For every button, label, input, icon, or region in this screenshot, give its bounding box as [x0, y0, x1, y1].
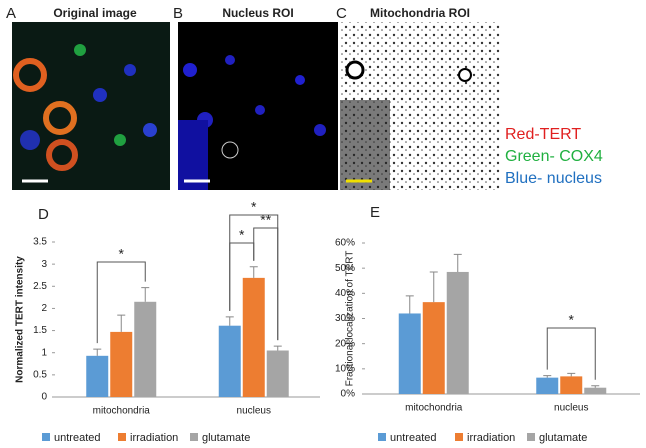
bar — [446, 271, 469, 394]
x-tick-label: mitochondria — [405, 403, 463, 414]
legend-label: irradiation — [130, 432, 178, 444]
error-bar — [405, 295, 414, 314]
legend-label: irradiation — [467, 432, 515, 444]
significance-mark: * — [569, 312, 575, 328]
legend-swatch — [527, 433, 535, 441]
legend-swatch — [118, 433, 126, 441]
significance-mark: ** — [260, 212, 271, 228]
y-tick-label: 0 — [41, 392, 47, 403]
bar — [134, 301, 157, 397]
bar — [110, 331, 133, 397]
error-bar — [591, 385, 600, 388]
bar — [422, 302, 445, 394]
y-tick-label: 30% — [335, 313, 355, 324]
y-tick-label: 0% — [341, 389, 356, 400]
legend-swatch — [455, 433, 463, 441]
stain-label: Red-TERT — [505, 126, 581, 143]
legend-swatch — [378, 433, 386, 441]
y-tick-label: 2.5 — [33, 281, 47, 292]
legend-label: glutamate — [539, 432, 587, 444]
bar — [86, 355, 109, 397]
panel-letter: D — [38, 206, 49, 223]
y-tick-label: 1 — [41, 347, 47, 358]
error-bar — [249, 266, 258, 278]
error-bar — [93, 348, 102, 356]
y-tick-label: 50% — [335, 263, 355, 274]
error-bar — [453, 253, 462, 272]
error-bar — [567, 372, 576, 377]
y-tick-label: 1.5 — [33, 325, 47, 336]
error-bar — [225, 316, 234, 326]
panel-letter: C — [336, 5, 347, 22]
significance-bracket — [546, 327, 596, 380]
y-tick-label: 20% — [335, 338, 355, 349]
x-tick-label: mitochondria — [93, 406, 151, 417]
error-bar — [273, 345, 282, 351]
significance-bracket — [96, 261, 146, 344]
significance-mark: * — [239, 227, 245, 243]
y-axis-label: Normalized TERT intensity — [15, 256, 26, 383]
stain-label: Blue- nucleus — [505, 170, 602, 187]
stain-label: Green- COX4 — [505, 148, 603, 165]
panel-letter: A — [6, 5, 16, 22]
y-tick-label: 0.5 — [33, 369, 47, 380]
micrograph-b — [178, 22, 338, 190]
legend-swatch — [190, 433, 198, 441]
y-tick-label: 10% — [335, 363, 355, 374]
image-caption: Nucleus ROI — [222, 6, 293, 20]
panel-letter: E — [370, 204, 380, 221]
significance-mark: * — [251, 199, 257, 215]
legend-label: untreated — [54, 432, 100, 444]
y-tick-label: 3.5 — [33, 237, 47, 248]
image-caption: Mitochondria ROI — [370, 6, 470, 20]
error-bar — [141, 287, 150, 302]
bar — [398, 313, 421, 394]
bar — [560, 376, 583, 394]
y-tick-label: 3 — [41, 259, 47, 270]
bar — [536, 377, 559, 394]
micrograph-c — [340, 22, 500, 190]
image-caption: Original image — [53, 6, 137, 20]
y-tick-label: 60% — [335, 238, 355, 249]
panel-letter: B — [173, 5, 183, 22]
legend-label: glutamate — [202, 432, 250, 444]
significance-mark: * — [119, 246, 125, 262]
bar — [584, 387, 607, 394]
x-tick-label: nucleus — [554, 403, 588, 414]
y-axis-label: Fractional localization of TERT — [345, 251, 356, 387]
bar — [266, 350, 289, 397]
bar — [218, 325, 241, 397]
legend-label: untreated — [390, 432, 436, 444]
bar — [242, 277, 265, 397]
micrograph-a — [12, 22, 170, 190]
error-bar — [117, 314, 126, 332]
legend-swatch — [42, 433, 50, 441]
x-tick-label: nucleus — [237, 406, 271, 417]
significance-bracket — [253, 227, 279, 341]
error-bar — [429, 271, 438, 303]
error-bar — [543, 375, 552, 378]
y-tick-label: 2 — [41, 303, 47, 314]
y-tick-label: 40% — [335, 288, 355, 299]
